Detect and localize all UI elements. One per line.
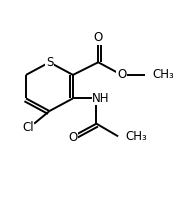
Text: O: O — [117, 68, 126, 81]
Text: O: O — [94, 31, 103, 44]
Text: NH: NH — [92, 92, 110, 105]
Text: CH₃: CH₃ — [125, 130, 147, 143]
Text: S: S — [46, 56, 53, 69]
Text: O: O — [68, 131, 78, 144]
Text: CH₃: CH₃ — [152, 68, 174, 81]
Text: Cl: Cl — [22, 121, 34, 134]
